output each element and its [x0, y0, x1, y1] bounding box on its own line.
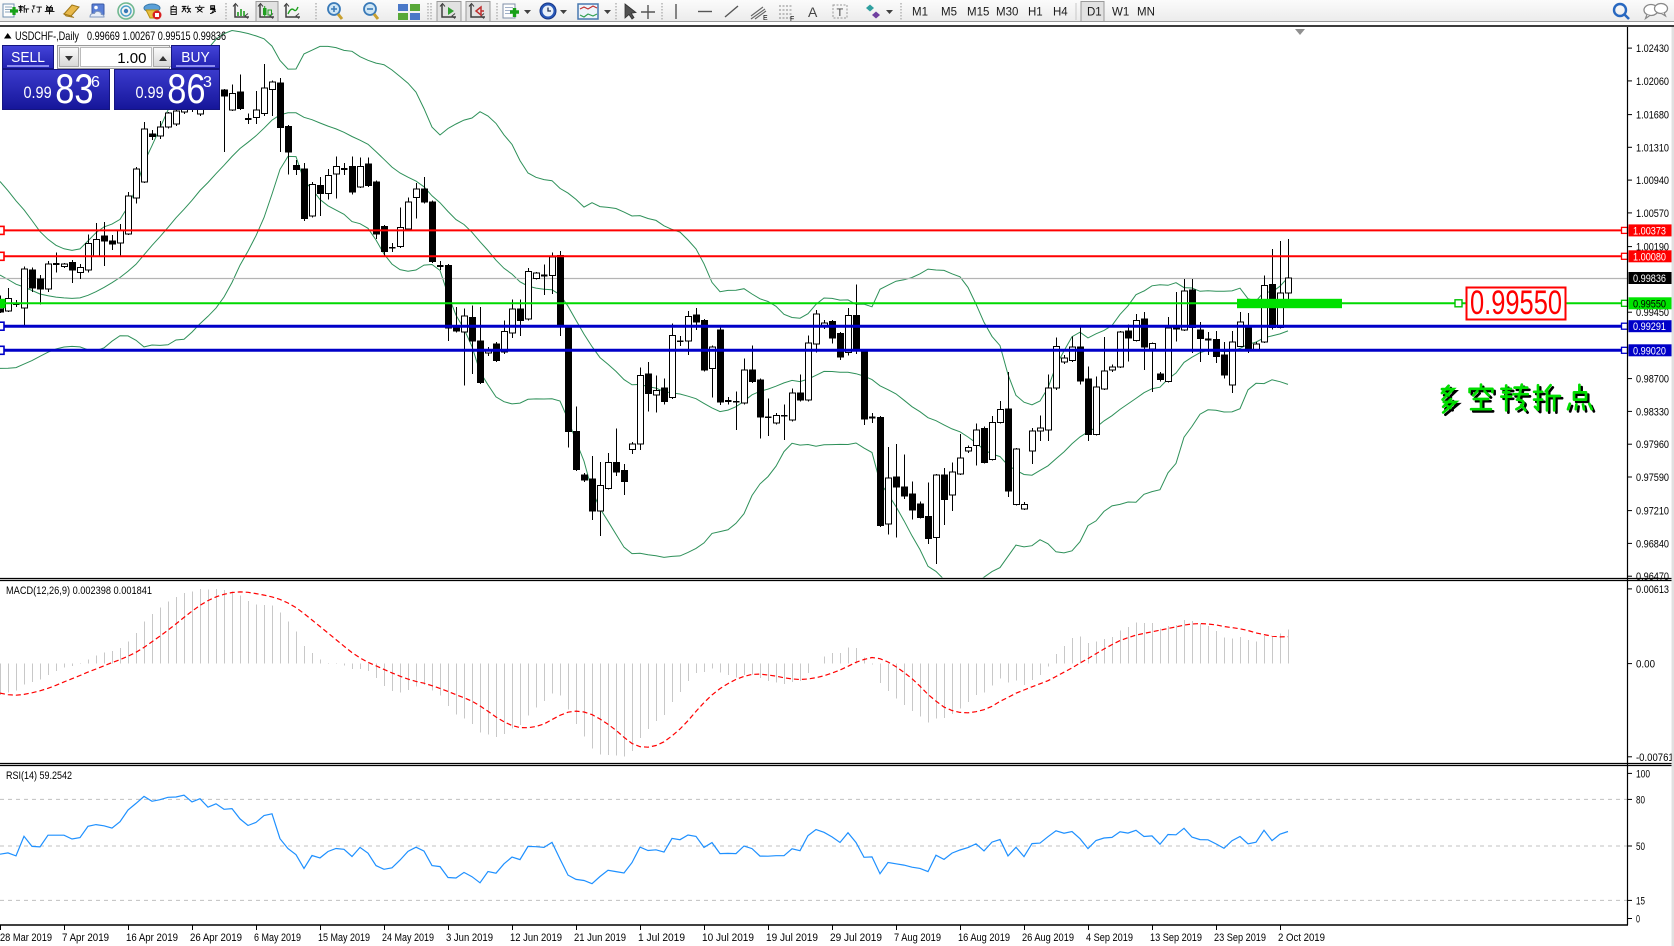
svg-text:0.97210: 0.97210: [1636, 506, 1669, 518]
svg-text:0.99836: 0.99836: [1633, 273, 1666, 285]
svg-text:0.00613: 0.00613: [1636, 584, 1669, 596]
svg-text:3 Jun 2019: 3 Jun 2019: [446, 932, 493, 944]
svg-text:7 Aug 2019: 7 Aug 2019: [894, 932, 941, 944]
svg-text:1.02060: 1.02060: [1636, 76, 1669, 88]
svg-text:0.99291: 0.99291: [1633, 321, 1666, 333]
svg-text:0.99450: 0.99450: [1636, 307, 1669, 319]
svg-text:1.00080: 1.00080: [1633, 251, 1666, 263]
svg-text:0.97590: 0.97590: [1636, 472, 1669, 484]
svg-text:80: 80: [1636, 794, 1645, 806]
svg-text:0.96840: 0.96840: [1636, 538, 1669, 550]
svg-text:M30: M30: [996, 7, 1018, 19]
svg-text:0.99550: 0.99550: [1633, 298, 1666, 310]
svg-text:19 Jul 2019: 19 Jul 2019: [766, 932, 818, 944]
svg-text:15 May 2019: 15 May 2019: [318, 932, 370, 944]
svg-text:W1: W1: [1112, 7, 1129, 19]
svg-text:0.99020: 0.99020: [1633, 345, 1666, 357]
svg-text:0.97960: 0.97960: [1636, 439, 1669, 451]
svg-text:16 Aug 2019: 16 Aug 2019: [958, 932, 1010, 944]
svg-text:7 Apr 2019: 7 Apr 2019: [62, 932, 109, 944]
svg-text:28 Mar 2019: 28 Mar 2019: [0, 932, 52, 944]
svg-text:26 Aug 2019: 26 Aug 2019: [1022, 932, 1074, 944]
svg-text:M5: M5: [941, 7, 957, 19]
svg-text:0.98700: 0.98700: [1636, 374, 1669, 386]
svg-text:-0.007612: -0.007612: [1636, 752, 1674, 764]
svg-text:F: F: [790, 16, 794, 23]
svg-text:1.02430: 1.02430: [1636, 43, 1669, 55]
svg-text:100: 100: [1636, 768, 1650, 780]
svg-text:H4: H4: [1053, 7, 1068, 19]
svg-text:MN: MN: [1137, 7, 1155, 19]
svg-text:4 Sep 2019: 4 Sep 2019: [1086, 932, 1133, 944]
svg-text:10 Jul 2019: 10 Jul 2019: [702, 932, 754, 944]
svg-text:A: A: [808, 4, 818, 20]
svg-text:26 Apr 2019: 26 Apr 2019: [190, 932, 242, 944]
svg-text:29 Jul 2019: 29 Jul 2019: [830, 932, 882, 944]
svg-text:13 Sep 2019: 13 Sep 2019: [1150, 932, 1202, 944]
svg-text:0.99669 1.00267 0.99515 0.9983: 0.99669 1.00267 0.99515 0.99836: [87, 29, 226, 43]
svg-text:1.00373: 1.00373: [1633, 225, 1666, 237]
svg-text:H1: H1: [1028, 7, 1043, 19]
svg-text:0: 0: [1636, 914, 1640, 926]
svg-text:0.99550: 0.99550: [1470, 284, 1562, 322]
svg-text:16 Apr 2019: 16 Apr 2019: [126, 932, 178, 944]
svg-text:0.96470: 0.96470: [1636, 571, 1669, 583]
svg-text:1 Jul 2019: 1 Jul 2019: [638, 932, 685, 944]
svg-text:M1: M1: [912, 7, 928, 19]
svg-text:RSI(14) 59.2542: RSI(14) 59.2542: [6, 770, 72, 782]
svg-text:23 Sep 2019: 23 Sep 2019: [1214, 932, 1266, 944]
svg-text:1.01680: 1.01680: [1636, 110, 1669, 122]
svg-text:0.00: 0.00: [1636, 659, 1655, 671]
svg-text:1.01310: 1.01310: [1636, 142, 1669, 154]
svg-text:0.98330: 0.98330: [1636, 406, 1669, 418]
svg-text:12 Jun 2019: 12 Jun 2019: [510, 932, 562, 944]
svg-text:2 Oct 2019: 2 Oct 2019: [1278, 932, 1325, 944]
svg-text:21 Jun 2019: 21 Jun 2019: [574, 932, 626, 944]
svg-text:15: 15: [1636, 895, 1645, 907]
svg-text:M15: M15: [967, 7, 989, 19]
svg-text:50: 50: [1636, 841, 1645, 853]
svg-text:1.00940: 1.00940: [1636, 175, 1669, 187]
svg-text:6 May 2019: 6 May 2019: [254, 932, 301, 944]
svg-text:USDCHF-,Daily: USDCHF-,Daily: [15, 29, 79, 43]
svg-text:T: T: [837, 7, 844, 19]
svg-text:MACD(12,26,9) 0.002398 0.00184: MACD(12,26,9) 0.002398 0.001841: [6, 585, 152, 597]
svg-text:E: E: [763, 15, 768, 22]
svg-text:D1: D1: [1087, 7, 1102, 19]
svg-text:1.00570: 1.00570: [1636, 208, 1669, 220]
svg-text:24 May 2019: 24 May 2019: [382, 932, 434, 944]
